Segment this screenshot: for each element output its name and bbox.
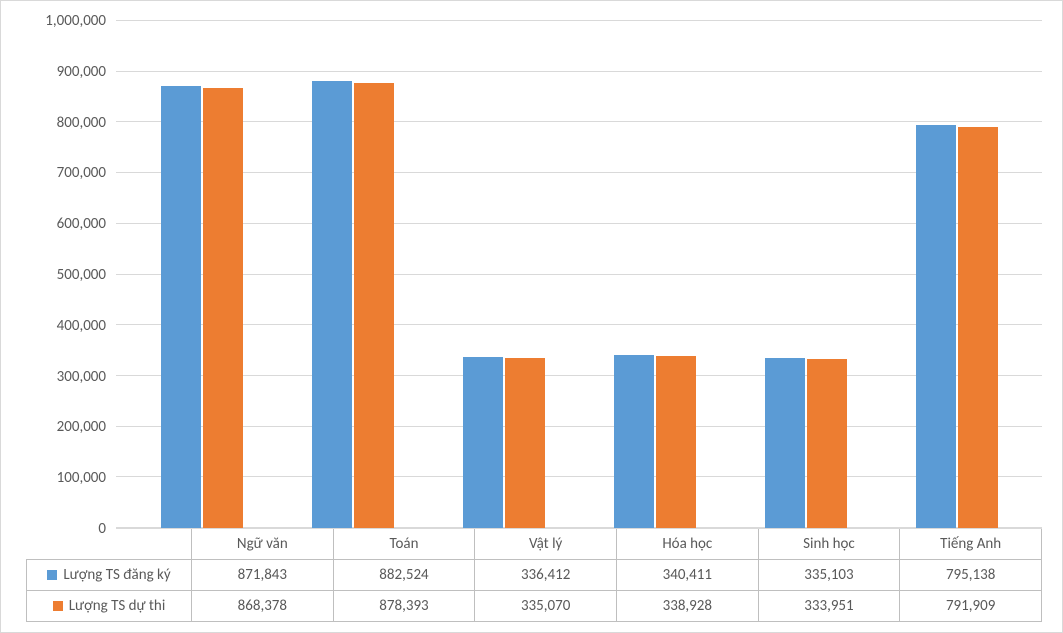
y-tick-label: 400,000 [11,317,106,335]
bar [958,127,998,528]
y-tick-label: 600,000 [11,215,106,233]
bar [765,358,805,528]
y-tick-label: 100,000 [11,469,106,487]
legend-label: Lượng TS dự thi [69,597,166,615]
y-tick-label: 300,000 [11,368,106,386]
category-label: Sinh học [758,529,900,560]
category-group [277,21,428,528]
y-tick-label: 1,000,000 [11,12,106,30]
bar [354,83,394,528]
table-cell: 871,843 [192,560,334,591]
y-tick-label: 0 [11,520,106,538]
table-cell: 878,393 [333,591,475,622]
bar [656,356,696,528]
category-group [730,21,881,528]
plot-area [116,21,1042,529]
category-group [126,21,277,528]
table-cell: 791,909 [900,591,1042,622]
table-cell: 795,138 [900,560,1042,591]
category-label: Toán [333,529,475,560]
bar [312,81,352,528]
category-label: Hóa học [616,529,758,560]
table-cell: 338,928 [616,591,758,622]
bar [614,355,654,528]
bar [203,88,243,528]
chart-body: 0100,000200,000300,000400,000500,000600,… [11,21,1052,529]
bar [161,86,201,528]
table-cell: 868,378 [192,591,334,622]
bar [505,358,545,528]
category-label: Tiếng Anh [900,529,1042,560]
y-tick-label: 700,000 [11,164,106,182]
category-group [428,21,579,528]
category-group [881,21,1032,528]
table-cell: 340,411 [616,560,758,591]
bar [916,125,956,528]
y-tick-label: 900,000 [11,63,106,81]
category-label: Ngữ văn [192,529,334,560]
legend-label: Lượng TS đăng ký [63,566,170,584]
legend-marker [53,601,63,611]
data-table: Ngữ vănToánVật lýHóa họcSinh họcTiếng An… [26,529,1042,622]
y-tick-label: 200,000 [11,418,106,436]
y-tick-label: 800,000 [11,114,106,132]
chart-container: 0 100,000 200,000 300,000 400,000 500,000 600,… [0,0,1063,633]
table-cell: 335,103 [758,560,900,591]
category-label: Vật lý [475,529,617,560]
table-cell: 336,412 [475,560,617,591]
legend-cell: Lượng TS đăng ký [27,560,192,591]
table-cell: 333,951 [758,591,900,622]
bar [463,357,503,528]
category-group [579,21,730,528]
legend-marker [47,570,57,580]
legend-cell: Lượng TS dự thi [27,591,192,622]
table-cell: 882,524 [333,560,475,591]
table-cell: 335,070 [475,591,617,622]
y-tick-label: 500,000 [11,266,106,284]
y-axis: 0100,000200,000300,000400,000500,000600,… [11,21,116,529]
bar [807,359,847,528]
